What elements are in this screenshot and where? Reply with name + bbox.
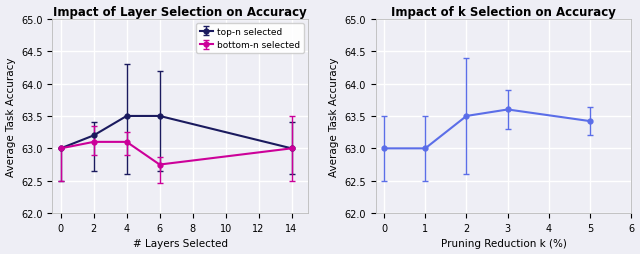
Title: Impact of Layer Selection on Accuracy: Impact of Layer Selection on Accuracy xyxy=(53,6,307,19)
Legend: top-n selected, bottom-n selected: top-n selected, bottom-n selected xyxy=(196,24,303,54)
Y-axis label: Average Task Accuracy: Average Task Accuracy xyxy=(329,57,339,176)
Y-axis label: Average Task Accuracy: Average Task Accuracy xyxy=(6,57,15,176)
X-axis label: # Layers Selected: # Layers Selected xyxy=(132,239,228,248)
X-axis label: Pruning Reduction k (%): Pruning Reduction k (%) xyxy=(441,239,566,248)
Title: Impact of k Selection on Accuracy: Impact of k Selection on Accuracy xyxy=(391,6,616,19)
